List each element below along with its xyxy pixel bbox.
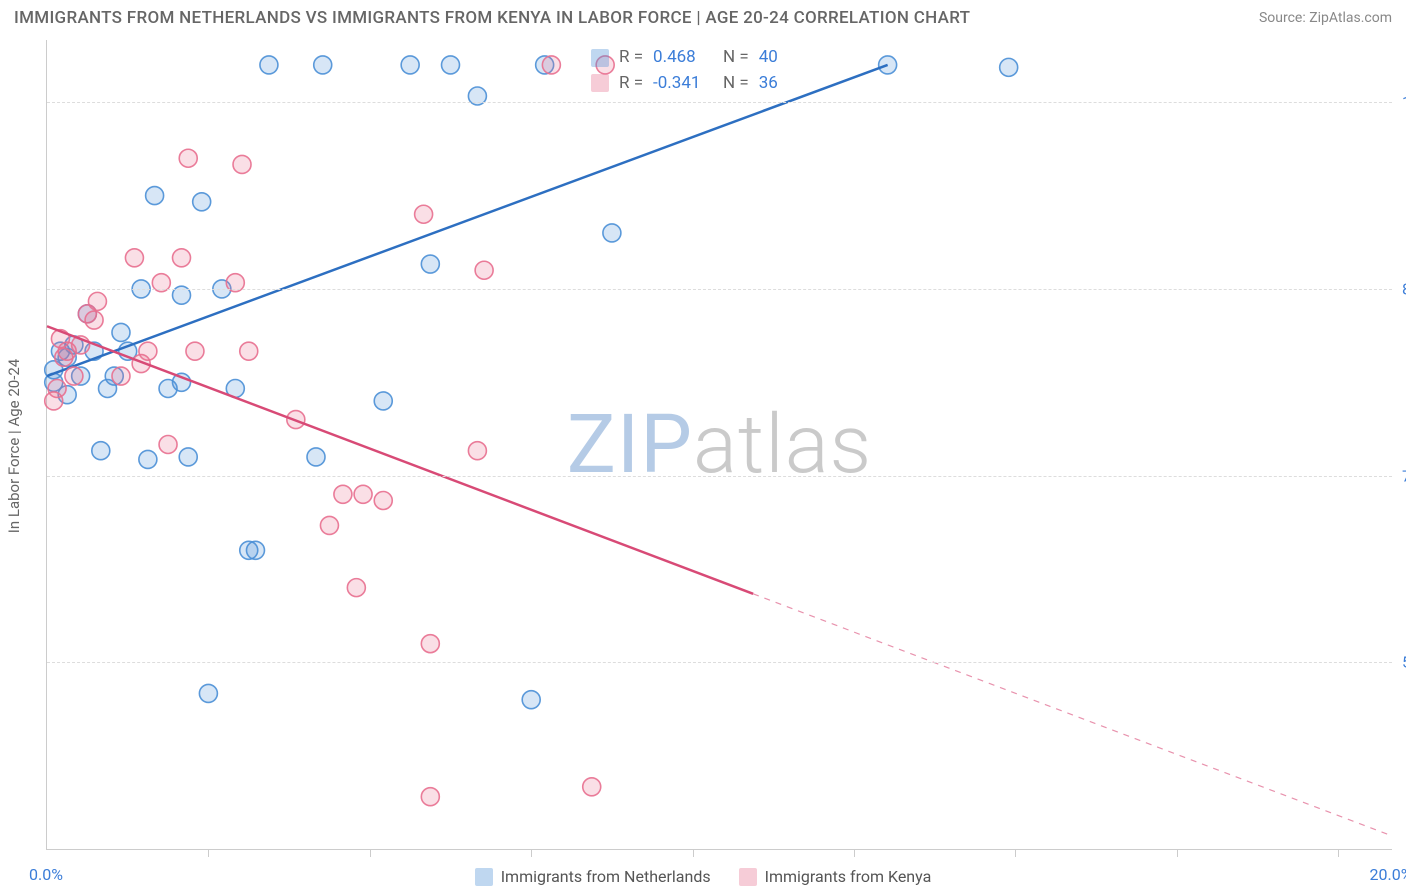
stats-value-r: -0.341 [653, 71, 713, 97]
stats-value-n: 36 [759, 71, 819, 97]
y-axis-title: In Labor Force | Age 20-24 [5, 359, 23, 533]
data-point [240, 342, 258, 360]
x-tick [854, 849, 855, 857]
data-point [314, 56, 332, 74]
data-point [260, 56, 278, 74]
legend-swatch [475, 868, 493, 886]
data-point [173, 249, 191, 267]
gridline [47, 102, 1392, 103]
data-point [85, 311, 103, 329]
x-tick [1015, 849, 1016, 857]
data-point [475, 261, 493, 279]
data-point [139, 450, 157, 468]
data-point [65, 367, 83, 385]
x-tick [370, 849, 371, 857]
legend-label: Immigrants from Kenya [765, 867, 932, 886]
data-point [442, 56, 460, 74]
x-tick-label: 20.0% [1370, 865, 1406, 884]
data-point [320, 516, 338, 534]
chart-plot-area: ZIPatlas R =0.468N =40R =-0.341N =36 55.… [46, 40, 1392, 850]
data-point [179, 448, 197, 466]
stats-row: R = 0.468 N = 40 [591, 45, 819, 71]
data-point [347, 579, 365, 597]
x-tick [208, 849, 209, 857]
data-point [112, 367, 130, 385]
chart-title: IMMIGRANTS FROM NETHERLANDS VS IMMIGRANT… [14, 8, 970, 28]
y-tick-label: 70.0% [1402, 466, 1406, 485]
stats-label-r: R = [619, 45, 643, 71]
y-tick-label: 100.0% [1402, 93, 1406, 112]
legend-swatch [739, 868, 757, 886]
data-point [421, 635, 439, 653]
data-point [146, 187, 164, 205]
data-point [92, 442, 110, 460]
data-point [48, 379, 66, 397]
y-tick-label: 55.0% [1402, 653, 1406, 672]
data-point [88, 292, 106, 310]
data-point [125, 249, 143, 267]
data-point [542, 56, 560, 74]
x-tick-label: 0.0% [29, 865, 63, 884]
x-tick [1338, 849, 1339, 857]
data-point [1000, 58, 1018, 76]
data-point [354, 485, 372, 503]
stats-value-r: 0.468 [653, 45, 713, 71]
series-swatch [591, 74, 609, 92]
x-tick [531, 849, 532, 857]
data-point [159, 436, 177, 454]
data-point [603, 224, 621, 242]
data-point [179, 149, 197, 167]
gridline [47, 662, 1392, 663]
data-point [421, 788, 439, 806]
data-point [139, 342, 157, 360]
x-tick [693, 849, 694, 857]
regression-line-extrapolated [753, 594, 1392, 836]
series-swatch [591, 49, 609, 67]
data-point [193, 193, 211, 211]
stats-label-n: N = [723, 45, 749, 71]
data-point [401, 56, 419, 74]
legend-item: Immigrants from Kenya [739, 867, 932, 886]
data-point [421, 255, 439, 273]
data-point [374, 492, 392, 510]
x-tick [1177, 849, 1178, 857]
chart-svg [47, 40, 1392, 849]
legend-item: Immigrants from Netherlands [475, 867, 711, 886]
source-attribution: Source: ZipAtlas.com [1259, 10, 1392, 26]
data-point [334, 485, 352, 503]
legend-label: Immigrants from Netherlands [501, 867, 711, 886]
data-point [199, 684, 217, 702]
data-point [112, 323, 130, 341]
legend: Immigrants from Netherlands Immigrants fr… [0, 867, 1406, 886]
data-point [879, 56, 897, 74]
data-point [415, 205, 433, 223]
title-bar: IMMIGRANTS FROM NETHERLANDS VS IMMIGRANT… [0, 0, 1406, 34]
data-point [522, 691, 540, 709]
stats-label-n: N = [723, 71, 749, 97]
data-point [374, 392, 392, 410]
gridline [47, 476, 1392, 477]
data-point [186, 342, 204, 360]
y-tick-label: 85.0% [1402, 279, 1406, 298]
stats-row: R = -0.341 N = 36 [591, 71, 819, 97]
stats-value-n: 40 [759, 45, 819, 71]
data-point [468, 442, 486, 460]
data-point [307, 448, 325, 466]
correlation-stats-box: R = 0.468 N = 40 R = -0.341 N = 36 [585, 43, 825, 98]
stats-label-r: R = [619, 71, 643, 97]
regression-line [47, 65, 888, 376]
data-point [583, 778, 601, 796]
gridline [47, 289, 1392, 290]
data-point [246, 541, 264, 559]
data-point [233, 155, 251, 173]
